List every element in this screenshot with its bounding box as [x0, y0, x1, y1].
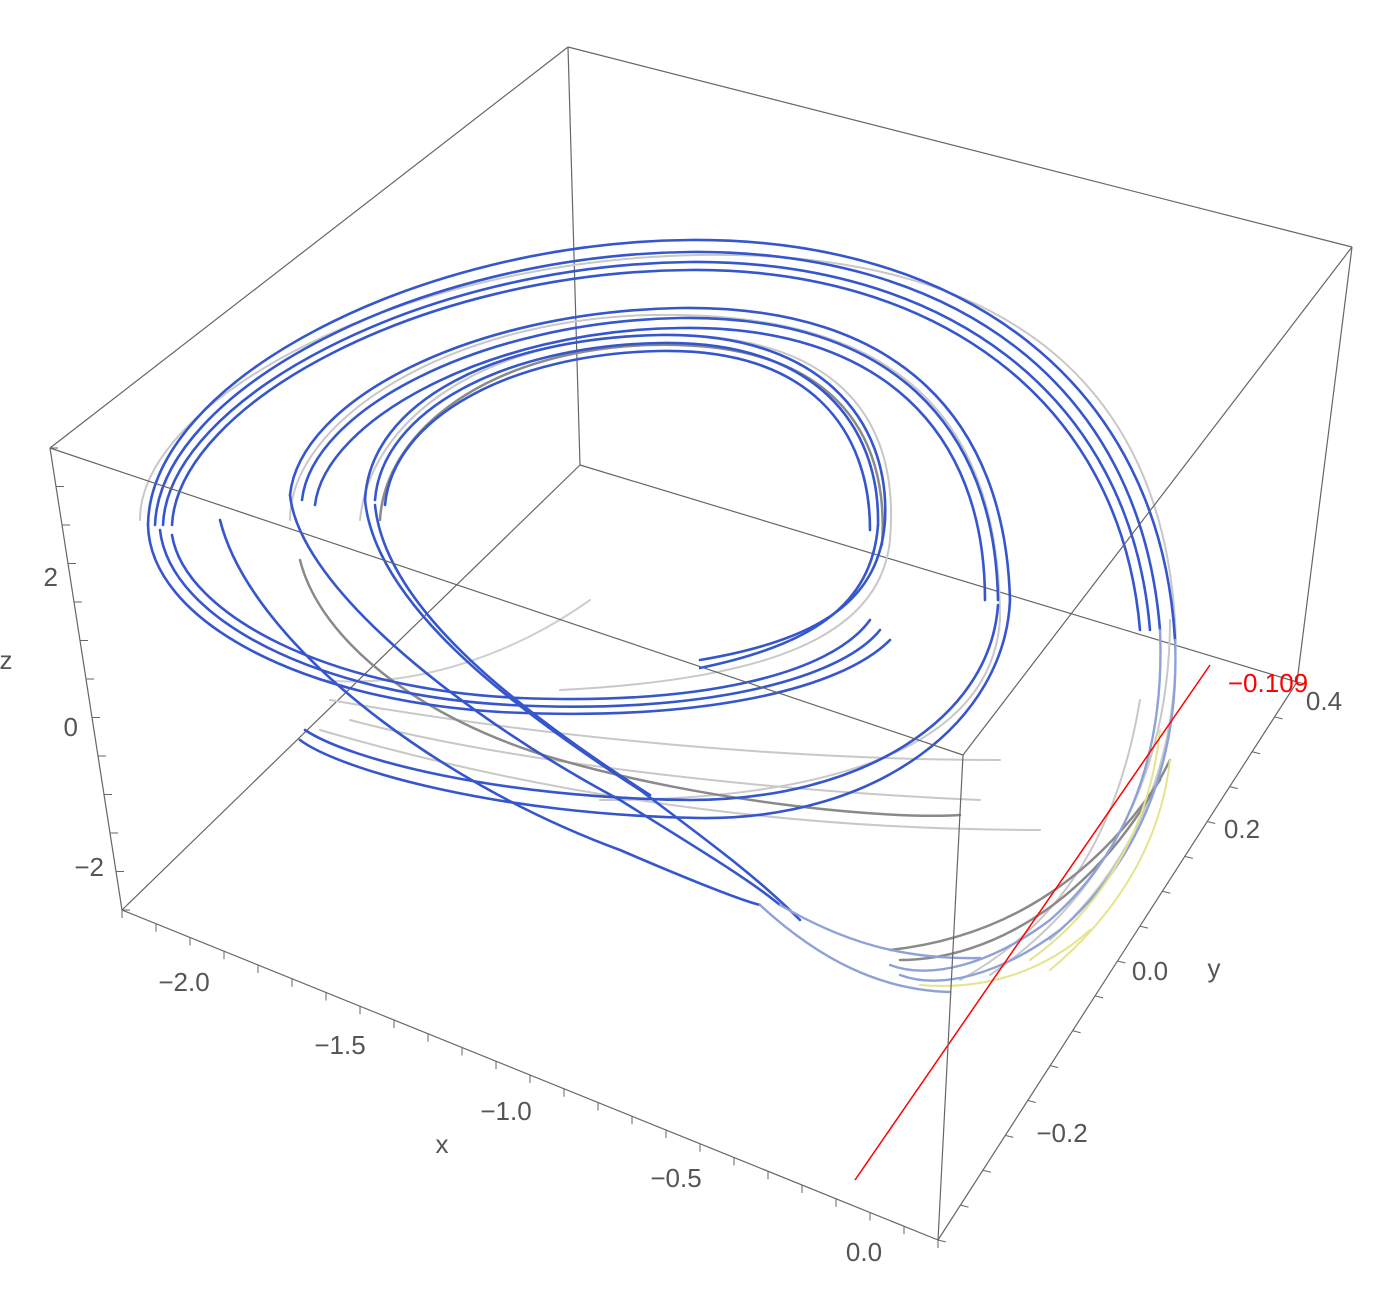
y-tick-mark: [1274, 716, 1283, 720]
y-axis-title: y: [1208, 953, 1221, 983]
y-tick-mark: [1252, 751, 1261, 755]
marker-line: [854, 664, 1211, 1181]
y-tick-mark: [1005, 1134, 1014, 1138]
y-tick-label: −0.2: [1036, 1118, 1087, 1148]
y-axis-ticks: −0.2 0.0 0.2 0.4: [1036, 686, 1342, 1148]
y-tick-label: 0.0: [1132, 956, 1168, 986]
z-tick-label: 0: [64, 712, 78, 742]
y-tick-mark: [1072, 1030, 1081, 1034]
y-tick-mark: [1139, 925, 1149, 929]
y-tick-mark: [1184, 855, 1193, 859]
trajectory-grey-loops: [139, 253, 1177, 981]
y-tick-mark: [960, 1204, 969, 1208]
z-axis-ticks: 2 0 −2: [44, 562, 104, 882]
x-tick-label: −1.0: [480, 1096, 531, 1126]
y-tick-mark: [1027, 1100, 1036, 1103]
y-tick-mark: [1162, 890, 1171, 894]
z-axis-title: z: [0, 645, 13, 675]
y-tick-mark: [1296, 681, 1306, 685]
x-axis-title: x: [436, 1129, 449, 1159]
x-tick-label: 0.0: [846, 1237, 882, 1267]
y-tick-mark: [982, 1169, 991, 1173]
z-tick-label: −2: [74, 852, 104, 882]
y-tick-mark: [1094, 995, 1104, 999]
y-tick-mark: [1207, 821, 1216, 824]
z-tick-label: 2: [44, 562, 58, 592]
y-tick-mark: [1117, 960, 1126, 964]
trajectory-highlight: [919, 729, 1171, 987]
marker-label: −0.109: [1228, 668, 1308, 698]
y-tick-label: 0.2: [1224, 814, 1260, 844]
tick-marks: [50, 447, 1306, 1248]
bounding-box-back: [49, 46, 1353, 911]
trajectory-blue-band: [146, 238, 1177, 922]
x-tick-label: −0.5: [650, 1163, 701, 1193]
trajectory: [139, 238, 1177, 994]
x-tick-label: −2.0: [158, 967, 209, 997]
x-axis-ticks: −2.0 −1.5 −1.0 −0.5 0.0: [158, 967, 882, 1267]
x-tick-label: −1.5: [314, 1030, 365, 1060]
y-tick-mark: [1229, 786, 1238, 790]
y-tick-mark: [937, 1239, 947, 1243]
y-tick-mark: [1050, 1065, 1059, 1069]
trajectory-blue-fade: [758, 628, 1177, 994]
y-tick-label: 0.4: [1306, 686, 1342, 716]
